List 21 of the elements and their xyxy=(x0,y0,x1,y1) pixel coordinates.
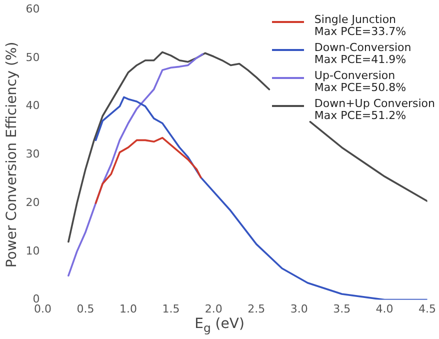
y-tick-label: 40 xyxy=(26,99,40,112)
x-tick-label: 2.0 xyxy=(204,302,222,316)
y-axis-title: Power Conversion Efficiency (%) xyxy=(4,42,20,268)
legend-label: Single Junction Max PCE=33.7% xyxy=(314,13,406,38)
x-tick-label: 4.5 xyxy=(418,302,436,316)
y-tick-label: 20 xyxy=(26,196,40,209)
y-tick-label: 10 xyxy=(26,244,40,258)
legend-label: Down-Conversion Max PCE=41.9% xyxy=(314,41,412,66)
x-tick-label: 3.0 xyxy=(290,302,308,316)
x-tick-label: 4.0 xyxy=(376,302,394,316)
x-axis-title: E$_{g}$ (eV) xyxy=(194,316,246,335)
x-tick-label: 1.0 xyxy=(119,302,137,316)
x-tick-label: 1.5 xyxy=(162,302,180,316)
legend-label: Up-Conversion Max PCE=50.8% xyxy=(314,69,406,94)
x-tick-label: 3.5 xyxy=(333,302,351,316)
y-tick-label: 50 xyxy=(26,50,40,64)
y-tick-label: 60 xyxy=(26,2,40,16)
legend-label: Down+Up Conversion Max PCE=51.2% xyxy=(314,97,435,122)
y-tick-label: 30 xyxy=(26,148,40,161)
x-tick-label: 2.5 xyxy=(248,302,266,316)
x-tick-label: 0.5 xyxy=(76,302,94,316)
